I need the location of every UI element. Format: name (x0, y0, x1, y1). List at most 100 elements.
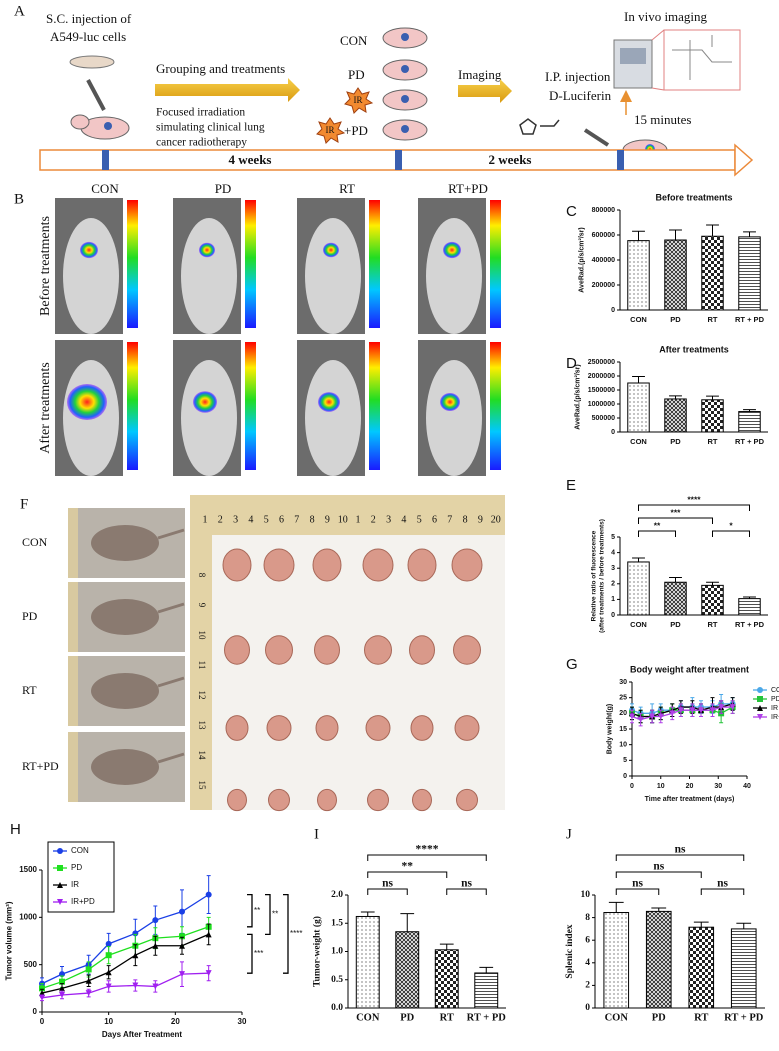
syringe (86, 79, 106, 111)
significance-bracket (700, 888, 745, 895)
chart-C: C Before treatments 0 200000 400000 600000 800… (566, 192, 768, 324)
significance-label: *** (254, 949, 263, 958)
significance-bracket (247, 893, 253, 928)
y-tick-label: 500000 (592, 415, 615, 422)
tumor (409, 635, 435, 665)
x-axis-label: Time after treatment (days) (645, 796, 735, 803)
y-axis-label: Tumor volume (mm³) (5, 901, 14, 980)
y-tick-label: 400000 (592, 257, 615, 264)
mouse-body (181, 360, 237, 476)
significance-label: **** (687, 494, 701, 504)
step-text: S.C. injection of (46, 11, 132, 26)
x-tick-label: PD (670, 437, 681, 446)
bar (355, 915, 380, 1009)
marker (698, 707, 704, 714)
column-label: CON (91, 181, 119, 196)
error-bar (669, 395, 682, 399)
marker (85, 977, 92, 984)
x-tick-label: PD (670, 620, 681, 629)
y-tick-label: 6 (585, 935, 590, 945)
y-tick-label: 1500000 (588, 387, 615, 394)
chart-D: D After treatments 0 500000 1000000 1500000 20… (566, 344, 768, 446)
series-line (41, 933, 209, 994)
panel-label: A (14, 3, 25, 19)
marker (718, 704, 725, 711)
marker (657, 713, 664, 720)
legend-label: PD (771, 696, 779, 703)
ruler-number: 12 (197, 691, 207, 700)
y-tick-label: 5 (623, 757, 627, 764)
marker (179, 933, 185, 940)
time-point (617, 150, 624, 170)
significance-label: ** (654, 520, 661, 530)
tumor (314, 635, 340, 665)
tumor (312, 548, 342, 582)
ruler-number: 7 (447, 514, 452, 525)
marker (205, 891, 212, 898)
significance-bracket (638, 517, 713, 524)
color-scale (490, 200, 501, 328)
legend-label: IR+PD (771, 714, 779, 721)
tumor (456, 788, 478, 812)
marker (59, 985, 65, 992)
significance-bracket (367, 854, 487, 861)
series-line (41, 972, 209, 999)
ruler-number: 6 (279, 514, 284, 525)
bar (738, 411, 761, 433)
bar (701, 235, 724, 311)
marker (132, 952, 139, 959)
imager-detail-lines (672, 35, 732, 80)
badge-text: IR (326, 125, 335, 135)
ruler-number: 6 (432, 514, 437, 525)
tumor-dot (401, 65, 409, 73)
x-tick-label: 0 (40, 1017, 45, 1026)
signal (443, 241, 461, 259)
significance-label: ns (632, 878, 643, 890)
step-text: 15 minutes (634, 112, 691, 127)
significance-label: ns (382, 878, 393, 890)
panel-label: G (566, 656, 578, 673)
ruler-number: 5 (264, 514, 269, 525)
x-tick-label: CON (630, 437, 647, 446)
mouse-body (305, 218, 361, 334)
significance-bracket (615, 854, 745, 861)
chart-H: H 0 500 1000 1500 Tumor volume (mm³) 0 10 20 30 Da… (5, 821, 303, 1039)
x-tick-label: RT + PD (735, 620, 765, 629)
significance-label: *** (671, 507, 682, 517)
ruler-number: 11 (197, 661, 207, 670)
marker (669, 710, 676, 717)
chart-I: I 0.0 0.5 1.0 1.5 2.0 Tumor-weight (g) CON PD RT R… (312, 826, 507, 1023)
timeline-head (734, 143, 754, 177)
chart-E: E 0 1 2 3 4 5 Relative ratio of fluorescence (af… (566, 477, 768, 633)
x-tick-label: PD (670, 315, 681, 324)
x-tick-label: CON (630, 315, 647, 324)
mouse-tail (157, 602, 185, 614)
column-label: RT (339, 181, 355, 196)
y-tick-label: 15 (619, 726, 627, 733)
legend-label: IR (771, 705, 778, 712)
ruler-number: 20 (491, 514, 501, 525)
time-point (395, 150, 402, 170)
tumor (453, 635, 481, 665)
x-tick-label: RT + PD (735, 437, 765, 446)
x-tick-label: RT (440, 1012, 454, 1023)
marker (105, 983, 112, 990)
marker (179, 942, 185, 949)
y-axis-label: (after treatments / before treatments) (599, 519, 606, 633)
error-bar (608, 901, 624, 913)
ir-badge (344, 87, 374, 114)
bar (688, 926, 715, 1009)
bar (434, 949, 459, 1009)
y-tick-label: 2500000 (588, 359, 615, 366)
tumor (454, 715, 480, 741)
bar (701, 399, 724, 433)
panel-label: H (10, 821, 21, 838)
tumor (317, 788, 337, 812)
legend-marker (57, 848, 63, 854)
x-tick-label: RT (708, 315, 718, 324)
error-bar (669, 229, 682, 240)
significance-label: * (729, 520, 733, 530)
tumor (224, 635, 250, 665)
bar (738, 236, 761, 311)
step-text: A549-luc cells (50, 29, 126, 44)
